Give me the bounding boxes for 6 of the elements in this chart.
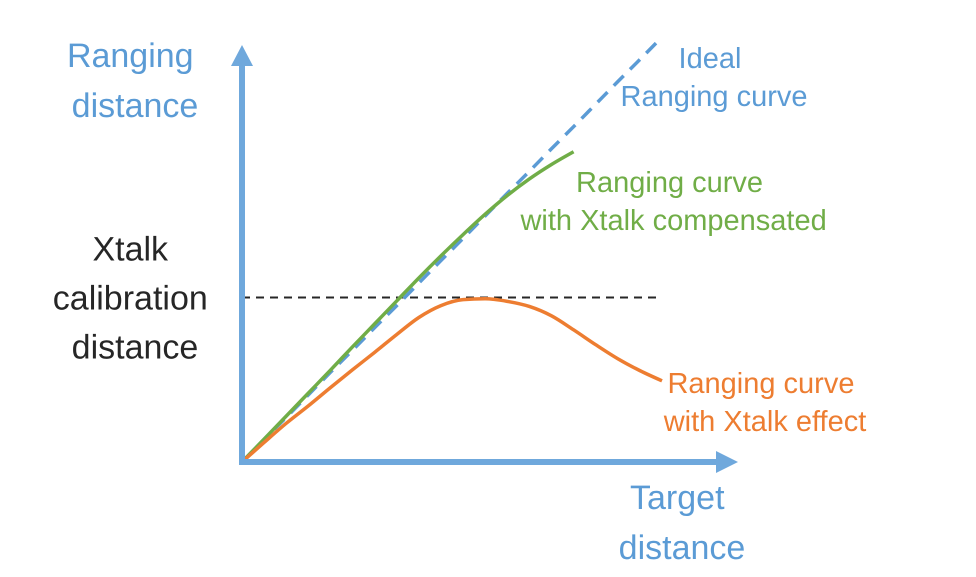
- y-axis-title: Ranging distance: [66, 37, 204, 125]
- series-label: Ranging curve with Xtalk compensated: [519, 166, 827, 237]
- series-label: Ranging curve with Xtalk effect: [662, 368, 866, 438]
- series-label: Ideal Ranging curve: [620, 43, 808, 113]
- ref-line-label: Xtalk calibration distance: [52, 230, 218, 367]
- x-axis-title: Target distance: [618, 479, 746, 567]
